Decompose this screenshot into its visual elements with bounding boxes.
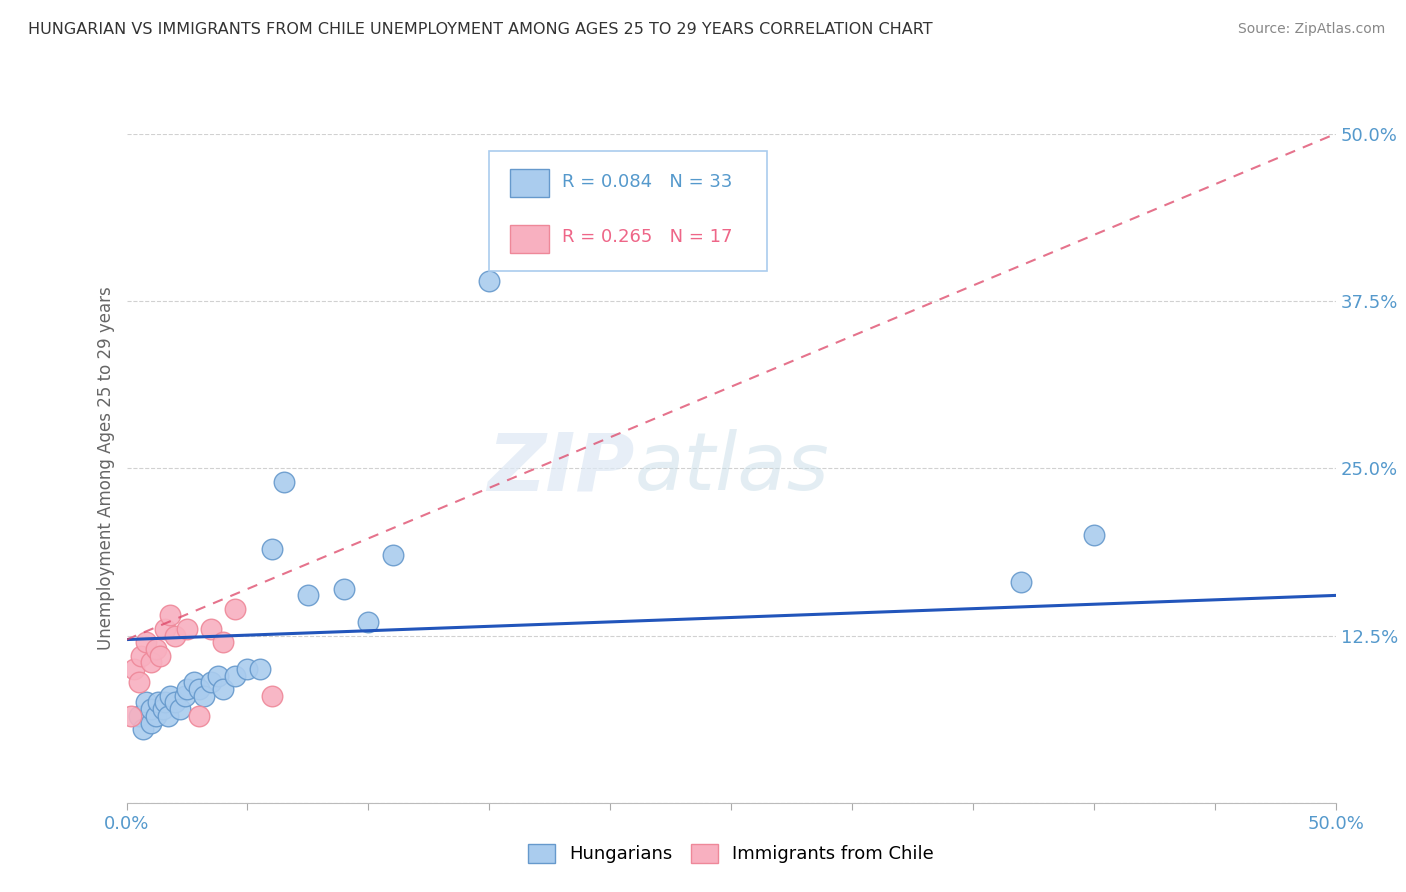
Point	[135, 696, 157, 710]
Text: HUNGARIAN VS IMMIGRANTS FROM CHILE UNEMPLOYMENT AMONG AGES 25 TO 29 YEARS CORREL: HUNGARIAN VS IMMIGRANTS FROM CHILE UNEMP…	[28, 22, 932, 37]
Point	[129, 648, 152, 663]
Point	[120, 708, 142, 723]
Point	[1083, 528, 1105, 542]
Legend: Hungarians, Immigrants from Chile: Hungarians, Immigrants from Chile	[520, 837, 942, 871]
Point	[260, 541, 283, 556]
Point	[159, 689, 181, 703]
Point	[139, 715, 162, 730]
Point	[128, 675, 150, 690]
Point	[159, 608, 181, 623]
Point	[155, 622, 177, 636]
Text: Source: ZipAtlas.com: Source: ZipAtlas.com	[1237, 22, 1385, 37]
Point	[212, 681, 235, 696]
Point	[145, 708, 167, 723]
Point	[132, 723, 155, 737]
Point	[224, 669, 246, 683]
Point	[145, 642, 167, 657]
Point	[193, 689, 215, 703]
Point	[188, 681, 211, 696]
Point	[169, 702, 191, 716]
Point	[200, 622, 222, 636]
Point	[122, 662, 145, 676]
Point	[135, 635, 157, 649]
Point	[176, 681, 198, 696]
Point	[188, 708, 211, 723]
Point	[478, 274, 501, 288]
Point	[183, 675, 205, 690]
Point	[128, 708, 150, 723]
Point	[173, 689, 195, 703]
Point	[357, 615, 380, 630]
Text: atlas: atlas	[634, 429, 830, 508]
Point	[163, 628, 186, 642]
Text: R = 0.084   N = 33: R = 0.084 N = 33	[562, 173, 733, 191]
Point	[249, 662, 271, 676]
Bar	[510, 169, 548, 197]
Point	[146, 696, 169, 710]
Point	[333, 582, 356, 596]
Point	[156, 708, 179, 723]
Point	[163, 696, 186, 710]
Text: ZIP: ZIP	[486, 429, 634, 508]
Point	[207, 669, 229, 683]
Point	[273, 475, 295, 489]
Point	[260, 689, 283, 703]
Point	[152, 702, 174, 716]
Y-axis label: Unemployment Among Ages 25 to 29 years: Unemployment Among Ages 25 to 29 years	[97, 286, 115, 650]
Point	[297, 589, 319, 603]
Point	[155, 696, 177, 710]
Point	[139, 655, 162, 669]
Point	[149, 648, 172, 663]
Point	[200, 675, 222, 690]
Point	[1010, 575, 1032, 590]
Point	[236, 662, 259, 676]
Text: R = 0.265   N = 17: R = 0.265 N = 17	[562, 228, 733, 246]
Point	[176, 622, 198, 636]
Point	[139, 702, 162, 716]
Point	[381, 548, 404, 563]
Bar	[510, 225, 548, 253]
Point	[224, 602, 246, 616]
Point	[212, 635, 235, 649]
FancyBboxPatch shape	[489, 151, 768, 271]
